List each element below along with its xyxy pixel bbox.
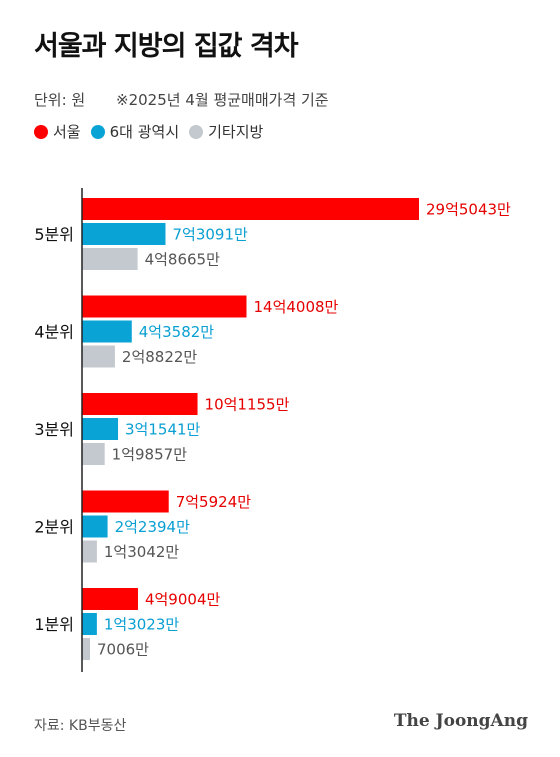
chart-title: 서울과 지방의 집값 격차 — [34, 31, 299, 62]
bar-metro — [82, 320, 132, 343]
category-label: 1분위 — [34, 615, 74, 634]
data-label-metro: 1억3023만 — [104, 616, 180, 634]
data-label-seoul: 29억5043만 — [426, 201, 511, 219]
category-label: 2분위 — [34, 518, 74, 537]
bar-seoul — [82, 490, 169, 513]
data-label-other: 2억8822만 — [122, 348, 198, 366]
category-label: 5분위 — [34, 225, 74, 244]
bar-other — [82, 540, 97, 563]
legend-swatch-metro — [90, 124, 105, 139]
chart-meta: 단위: 원 ※2025년 4월 평균매매가격 기준 — [34, 89, 329, 110]
legend-label-metro: 6대 광역시 — [109, 123, 180, 141]
data-label-seoul: 14억4008만 — [253, 298, 338, 316]
legend-label-other: 기타지방 — [208, 123, 264, 141]
data-label-metro: 4억3582만 — [139, 323, 215, 341]
category-label: 4분위 — [34, 323, 74, 342]
legend: 서울 6대 광역시 기타지방 — [34, 121, 273, 142]
legend-swatch-seoul — [34, 124, 48, 139]
data-label-seoul: 7억5924만 — [176, 493, 252, 511]
legend-item-other: 기타지방 — [189, 121, 263, 142]
data-label-metro: 2억2394만 — [115, 518, 191, 536]
unit-label: 단위: 원 — [34, 91, 86, 109]
category-label: 3분위 — [34, 420, 74, 439]
bar-metro — [82, 515, 108, 538]
data-label-metro: 7억3091만 — [172, 226, 248, 244]
brand-logo: The JoongAng — [393, 711, 528, 731]
bar-other — [82, 345, 115, 368]
bar-metro — [82, 418, 119, 440]
bar-chart: 5분위 29억5043만 7억3091만 4억8665만 4분위 14억4008만 4억35… — [34, 188, 511, 672]
bar-seoul — [82, 588, 138, 610]
legend-item-metro: 6대 광역시 — [90, 121, 180, 142]
bar-metro — [82, 613, 97, 635]
legend-item-seoul: 서울 — [34, 121, 81, 142]
bar-other — [82, 638, 91, 660]
bar-other — [82, 248, 138, 270]
data-label-other: 7006만 — [97, 641, 149, 659]
data-label-other: 1억3042만 — [104, 543, 180, 561]
source-note: 자료: KB부동산 — [34, 718, 127, 734]
data-label-seoul: 10억1155만 — [205, 396, 290, 414]
legend-swatch-other — [189, 124, 204, 139]
bar-seoul — [82, 393, 198, 415]
basis-note: ※2025년 4월 평균매매가격 기준 — [116, 91, 329, 109]
bar-metro — [82, 223, 166, 245]
legend-label-seoul: 서울 — [53, 123, 81, 141]
bar-other — [82, 443, 105, 465]
data-label-other: 4억8665만 — [145, 251, 221, 269]
data-label-metro: 3억1541만 — [125, 421, 201, 439]
bar-seoul — [82, 295, 247, 318]
data-label-other: 1억9857만 — [112, 446, 188, 464]
bar-seoul — [82, 198, 419, 220]
data-label-seoul: 4억9004만 — [145, 591, 221, 609]
